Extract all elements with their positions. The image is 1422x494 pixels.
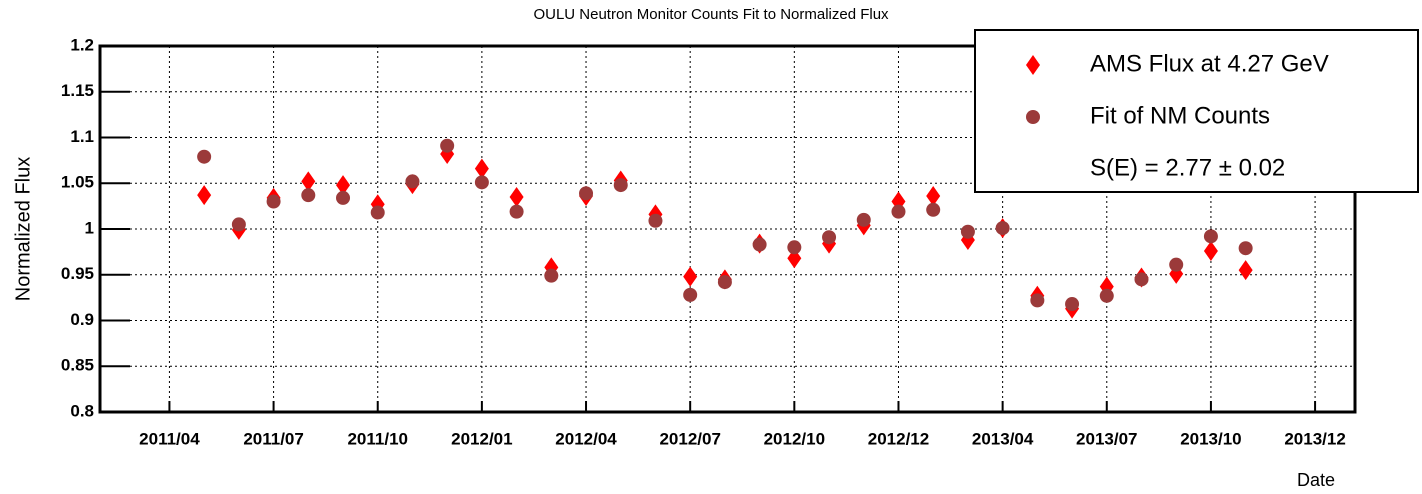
diamond-marker — [197, 185, 212, 206]
circle-marker — [1238, 241, 1253, 256]
circle-marker — [370, 205, 385, 220]
diamond-marker — [1203, 240, 1218, 261]
circle-marker — [1203, 229, 1218, 244]
circle-marker — [856, 212, 871, 227]
circle-marker — [1169, 257, 1184, 272]
x-tick-label: 2012/10 — [764, 429, 825, 448]
y-tick-label: 1.1 — [70, 127, 94, 146]
circle-marker — [822, 230, 837, 245]
circle-marker — [1026, 110, 1040, 124]
circle-marker — [717, 275, 732, 290]
x-tick-label: 2011/10 — [347, 429, 408, 448]
circle-marker — [1030, 293, 1045, 308]
x-tick-label: 2013/12 — [1284, 429, 1345, 448]
diamond-marker — [509, 186, 524, 207]
circle-marker — [474, 175, 489, 190]
circle-marker — [787, 240, 802, 255]
circle-marker — [926, 202, 941, 217]
circle-marker — [231, 217, 246, 232]
diamond-marker — [301, 171, 316, 192]
circle-marker — [1134, 272, 1149, 287]
circle-marker — [197, 149, 212, 164]
x-tick-label: 2011/07 — [243, 429, 304, 448]
y-tick-label: 0.85 — [61, 356, 94, 375]
diamond-marker — [683, 266, 698, 287]
circle-marker — [648, 213, 663, 228]
circle-marker — [683, 287, 698, 302]
legend-note: S(E) = 2.77 ± 0.02 — [1090, 154, 1285, 181]
diamond-marker — [336, 175, 351, 196]
x-tick-label: 2011/04 — [139, 429, 200, 448]
circle-marker — [1065, 297, 1080, 312]
x-tick-label: 2012/01 — [451, 429, 512, 448]
y-tick-label: 1.05 — [61, 173, 94, 192]
circle-marker — [405, 174, 420, 189]
x-tick-label: 2013/04 — [972, 429, 1034, 448]
circle-marker — [613, 178, 628, 193]
x-tick-label: 2013/10 — [1180, 429, 1241, 448]
circle-marker — [336, 190, 351, 205]
circle-marker — [891, 204, 906, 219]
circle-marker — [995, 221, 1010, 236]
y-tick-label: 1 — [85, 218, 94, 237]
legend-box — [974, 29, 1419, 193]
circle-marker — [544, 268, 559, 283]
y-axis-title: Normalized Flux — [12, 157, 34, 301]
plot-frame — [98, 44, 1357, 414]
circle-marker — [579, 186, 594, 201]
circle-marker — [509, 204, 524, 219]
y-tick-label: 1.2 — [70, 35, 94, 54]
y-tick-label: 0.95 — [61, 264, 94, 283]
diamond-marker — [926, 186, 941, 207]
x-axis-title: Date — [1297, 470, 1335, 490]
x-tick-label: 2012/04 — [555, 429, 617, 448]
circle-marker — [1099, 288, 1114, 303]
circle-marker — [440, 138, 455, 153]
chart-title: OULU Neutron Monitor Counts Fit to Norma… — [533, 6, 889, 23]
y-tick-label: 0.8 — [70, 401, 94, 420]
circle-marker — [960, 224, 975, 239]
circle-marker — [752, 237, 767, 252]
y-tick-label: 0.9 — [70, 310, 94, 329]
circle-marker — [266, 194, 281, 209]
x-tick-label: 2013/07 — [1076, 429, 1137, 448]
diamond-marker — [1026, 55, 1040, 75]
y-tick-label: 1.15 — [61, 81, 94, 100]
legend-label: Fit of NM Counts — [1090, 102, 1270, 129]
circle-marker — [301, 188, 316, 203]
x-tick-label: 2012/07 — [659, 429, 720, 448]
diamond-marker — [474, 158, 489, 179]
diamond-marker — [1238, 260, 1253, 281]
x-tick-label: 2012/12 — [868, 429, 929, 448]
legend-label: AMS Flux at 4.27 GeV — [1090, 50, 1329, 77]
